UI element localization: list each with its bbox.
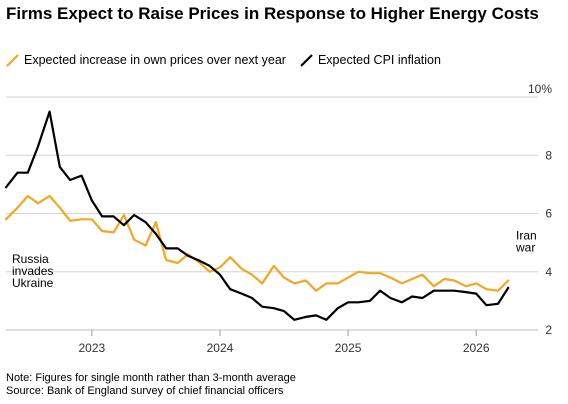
x-tick-label: 2025	[335, 341, 362, 355]
legend-label-cpi: Expected CPI inflation	[317, 53, 441, 67]
annotation-line: Russia	[12, 252, 49, 266]
series-line-cpi	[4, 110, 510, 321]
source-text: Source: Bank of England survey of chief …	[6, 385, 284, 397]
annotation-iran-war: Iran war	[515, 229, 537, 255]
annotation-line: Ukraine	[12, 276, 54, 290]
y-tick-label: 2	[545, 323, 552, 337]
x-tick-label: 2026	[463, 341, 490, 355]
chart-title: Firms Expect to Raise Prices in Response…	[6, 4, 539, 23]
x-tick-label: 2024	[207, 341, 234, 355]
legend-item-cpi: Expected CPI inflation	[300, 53, 441, 67]
annotation-line: invades	[12, 264, 53, 278]
y-tick-label: 6	[545, 207, 552, 221]
y-tick-label: 10%	[528, 82, 552, 96]
legend-swatch-black-line-icon	[300, 53, 313, 67]
legend-label-own-prices: Expected increase in own prices over nex…	[24, 53, 286, 67]
legend-swatch-orange-line-icon	[6, 53, 19, 67]
legend-item-own-prices: Expected increase in own prices over nex…	[6, 53, 286, 67]
annotation-line: Iran	[516, 229, 537, 243]
series-line-own-prices	[4, 194, 510, 292]
x-tick-label: 2023	[78, 341, 105, 355]
y-tick-label: 4	[545, 265, 552, 279]
note-text: Note: Figures for single month rather th…	[6, 372, 296, 384]
annotation-line: war	[515, 241, 535, 255]
y-tick-label: 8	[545, 148, 552, 162]
chart-legend: Expected increase in own prices over nex…	[6, 53, 455, 67]
chart-footnotes: Note: Figures for single month rather th…	[6, 372, 296, 398]
annotation-russia-invades-ukraine: Russia invades Ukraine	[12, 252, 54, 290]
